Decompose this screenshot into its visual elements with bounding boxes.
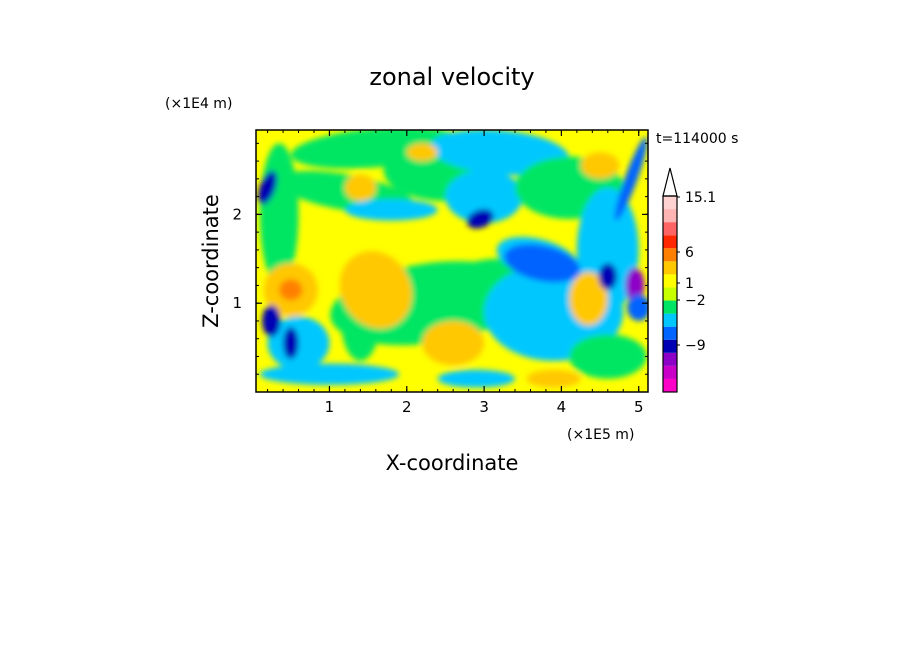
plot-frame xyxy=(255,129,649,393)
colorbar-band xyxy=(663,326,677,340)
field-blob xyxy=(437,369,516,388)
colorbar-band xyxy=(663,274,677,288)
y-axis-ticks: 12 xyxy=(232,142,648,375)
field-blob xyxy=(283,327,299,360)
x-scale-label: (×1E5 m) xyxy=(567,427,634,443)
x-tick-label: 5 xyxy=(634,398,644,416)
x-axis-title: X-coordinate xyxy=(386,451,519,475)
chart-title: zonal velocity xyxy=(369,63,534,91)
colorbar-band xyxy=(663,313,677,327)
colorbar-band xyxy=(663,378,677,392)
colorbar-band xyxy=(663,209,677,223)
colorbar-label: −9 xyxy=(685,338,706,354)
field-blob xyxy=(259,363,400,385)
field-blob xyxy=(569,272,608,326)
colorbar-band xyxy=(663,352,677,366)
field-blob xyxy=(569,334,647,379)
colorbar-label: 6 xyxy=(685,245,694,261)
field-blob xyxy=(422,320,485,366)
velocity-field xyxy=(256,130,648,392)
field-blob xyxy=(598,263,618,290)
colorbar-label: 1 xyxy=(685,276,694,292)
colorbar-band xyxy=(663,222,677,236)
field-blob xyxy=(445,169,523,224)
colorbar-band xyxy=(663,365,677,379)
colorbar-band xyxy=(663,261,677,275)
field-blob xyxy=(344,199,438,221)
colorbar-arrow xyxy=(662,167,678,197)
y-axis-title: Z-coordinate xyxy=(199,194,223,328)
field-blob xyxy=(580,152,620,179)
x-tick-label: 1 xyxy=(325,398,335,416)
colorbar-frame xyxy=(662,195,678,393)
field-blob xyxy=(504,244,581,283)
colorbar-label: 15.1 xyxy=(685,190,716,206)
field-blob xyxy=(406,143,438,162)
field-blob xyxy=(627,294,648,321)
field-blob xyxy=(339,251,412,329)
field-blob xyxy=(344,174,376,202)
x-tick-label: 4 xyxy=(557,398,567,416)
colorbar-band xyxy=(663,300,677,314)
field-blob xyxy=(466,209,494,229)
time-label: t=114000 s xyxy=(656,131,738,147)
colorbar-band xyxy=(663,235,677,249)
y-scale-label: (×1E4 m) xyxy=(165,96,232,112)
y-tick-label: 2 xyxy=(232,205,242,223)
field-blob xyxy=(279,279,303,301)
field-blob xyxy=(430,130,569,176)
colorbar-band xyxy=(663,339,677,353)
x-tick-label: 2 xyxy=(402,398,412,416)
field-blob xyxy=(258,170,278,205)
field-blob xyxy=(625,267,645,304)
y-tick-label: 1 xyxy=(232,294,242,312)
colorbar-band xyxy=(663,248,677,262)
field-blob xyxy=(614,137,648,221)
x-tick-label: 3 xyxy=(479,398,489,416)
colorbar-label: −2 xyxy=(685,293,706,309)
field-blob xyxy=(262,304,281,337)
field-blobs xyxy=(258,130,648,388)
colorbar: 15.1 6 1−2 −9 xyxy=(662,167,716,393)
colorbar-band xyxy=(663,287,677,301)
x-axis-ticks: 1 2 3 4 5 xyxy=(267,130,644,416)
field-blob xyxy=(526,369,581,388)
colorbar-band xyxy=(663,196,677,210)
